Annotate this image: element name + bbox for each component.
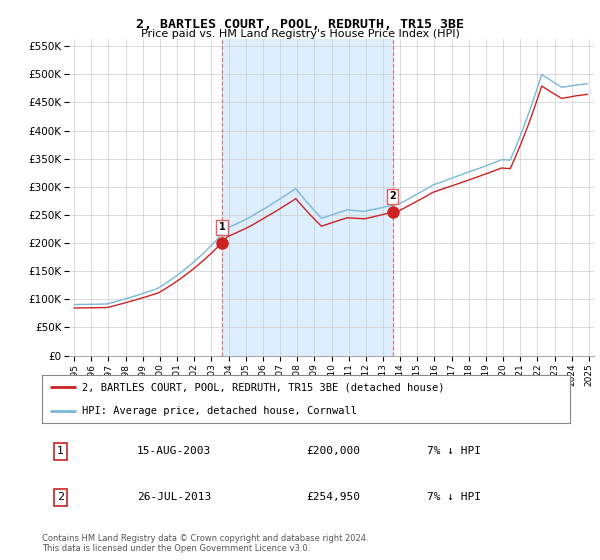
Text: Contains HM Land Registry data © Crown copyright and database right 2024.
This d: Contains HM Land Registry data © Crown c… [42, 534, 368, 553]
Text: £254,950: £254,950 [306, 492, 360, 502]
Text: £200,000: £200,000 [306, 446, 360, 456]
Bar [222, 39, 392, 356]
Text: 1: 1 [218, 222, 226, 232]
Text: 26-JUL-2013: 26-JUL-2013 [137, 492, 211, 502]
Text: 7% ↓ HPI: 7% ↓ HPI [427, 492, 481, 502]
Text: 7% ↓ HPI: 7% ↓ HPI [427, 446, 481, 456]
Text: HPI: Average price, detached house, Cornwall: HPI: Average price, detached house, Corn… [82, 406, 356, 416]
Text: 1: 1 [57, 446, 64, 456]
Text: 2: 2 [389, 192, 396, 202]
Text: Price paid vs. HM Land Registry's House Price Index (HPI): Price paid vs. HM Land Registry's House … [140, 29, 460, 39]
Text: 15-AUG-2003: 15-AUG-2003 [137, 446, 211, 456]
Text: 2, BARTLES COURT, POOL, REDRUTH, TR15 3BE (detached house): 2, BARTLES COURT, POOL, REDRUTH, TR15 3B… [82, 382, 444, 392]
Text: 2: 2 [57, 492, 64, 502]
Text: 2, BARTLES COURT, POOL, REDRUTH, TR15 3BE: 2, BARTLES COURT, POOL, REDRUTH, TR15 3B… [136, 18, 464, 31]
